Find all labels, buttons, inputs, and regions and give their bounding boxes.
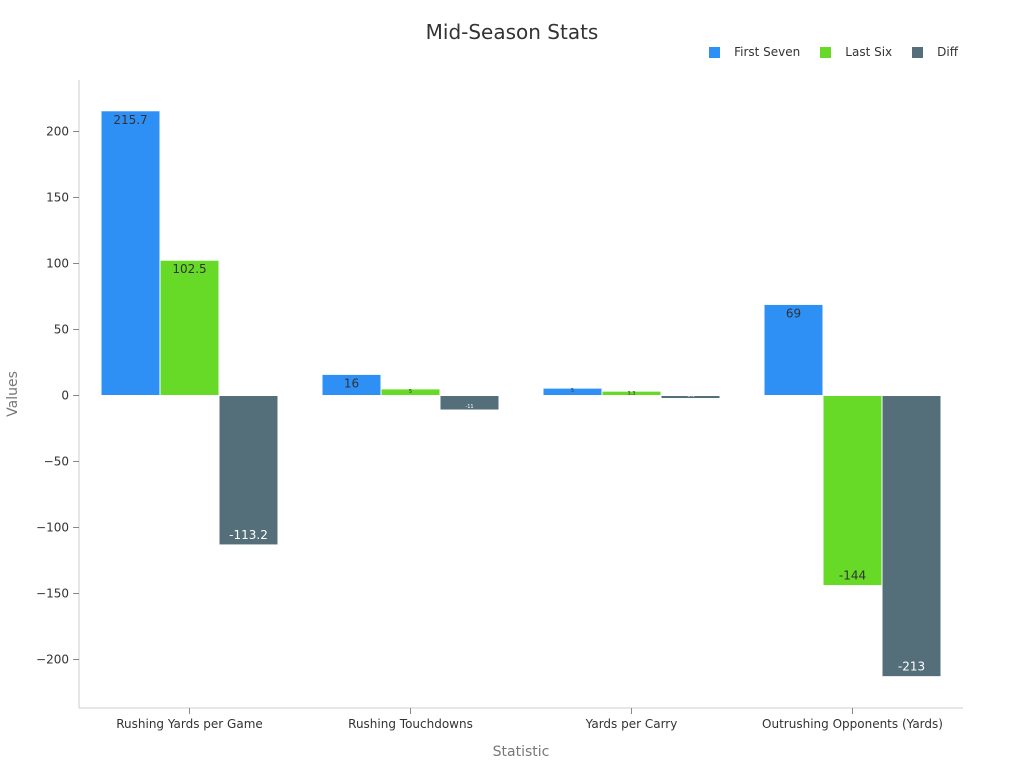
bar xyxy=(321,373,382,397)
data-label: 215.7 xyxy=(113,113,147,127)
data-label: 5 xyxy=(409,389,412,395)
legend-label-last-six: Last Six xyxy=(845,45,893,59)
y-tick-label: −150 xyxy=(36,587,69,601)
data-label: 5 xyxy=(571,388,574,394)
x-tick-label: Rushing Yards per Game xyxy=(116,717,263,731)
y-tick-label: −50 xyxy=(44,455,69,469)
y-tick-label: 50 xyxy=(54,323,69,337)
bar xyxy=(763,303,824,397)
data-label: 3.3 xyxy=(628,391,636,397)
bar xyxy=(380,388,441,396)
legend-swatch-diff xyxy=(912,46,924,58)
x-tick-label: Rushing Touchdowns xyxy=(348,717,473,731)
bar xyxy=(159,259,220,397)
x-axis-title: Statistic xyxy=(493,744,550,760)
data-label: 102.5 xyxy=(172,262,206,276)
bar xyxy=(218,395,279,546)
x-tick-label: Yards per Carry xyxy=(585,717,678,731)
legend-item-last-six[interactable]: Last Six xyxy=(820,45,892,59)
bar xyxy=(881,395,942,678)
data-label: 69 xyxy=(786,306,801,320)
data-label: 16 xyxy=(344,376,359,390)
y-tick-label: 100 xyxy=(46,257,69,271)
legend-label-diff: Diff xyxy=(937,45,958,59)
bars xyxy=(100,110,942,678)
data-label: -213 xyxy=(898,660,925,674)
y-axis-title: Values xyxy=(5,371,21,417)
bar xyxy=(100,110,161,396)
legend: First Seven Last Six Diff xyxy=(689,45,958,59)
legend-swatch-first-seven xyxy=(709,46,721,58)
bar xyxy=(601,390,662,397)
bar xyxy=(660,395,721,400)
data-label: -11 xyxy=(465,404,473,410)
legend-item-first-seven[interactable]: First Seven xyxy=(709,45,800,59)
bar xyxy=(822,395,883,587)
y-tick-label: 200 xyxy=(46,125,69,139)
legend-item-diff[interactable]: Diff xyxy=(912,45,958,59)
y-tick-label: 0 xyxy=(61,389,69,403)
axes: 200 150 100 50 0 −50 −100 −150 −200 Rushing Yards… xyxy=(36,80,963,731)
x-tick-label: Outrushing Opponents (Yards) xyxy=(762,717,943,731)
data-label: -2.3 xyxy=(686,393,696,399)
chart-title: Mid-Season Stats xyxy=(425,20,599,44)
legend-swatch-last-six xyxy=(820,46,832,58)
bar xyxy=(439,395,500,411)
y-tick-label: −100 xyxy=(36,521,69,535)
data-label: -144 xyxy=(839,569,866,583)
legend-label-first-seven: First Seven xyxy=(734,45,801,59)
y-tick-label: 150 xyxy=(46,191,69,205)
data-labels: 215.7 102.5 -113.2 16 5 -11 5 3.3 -2.3 69 -144 -213 xyxy=(113,113,925,674)
data-label: -113.2 xyxy=(229,528,268,542)
y-tick-label: −200 xyxy=(36,653,69,667)
